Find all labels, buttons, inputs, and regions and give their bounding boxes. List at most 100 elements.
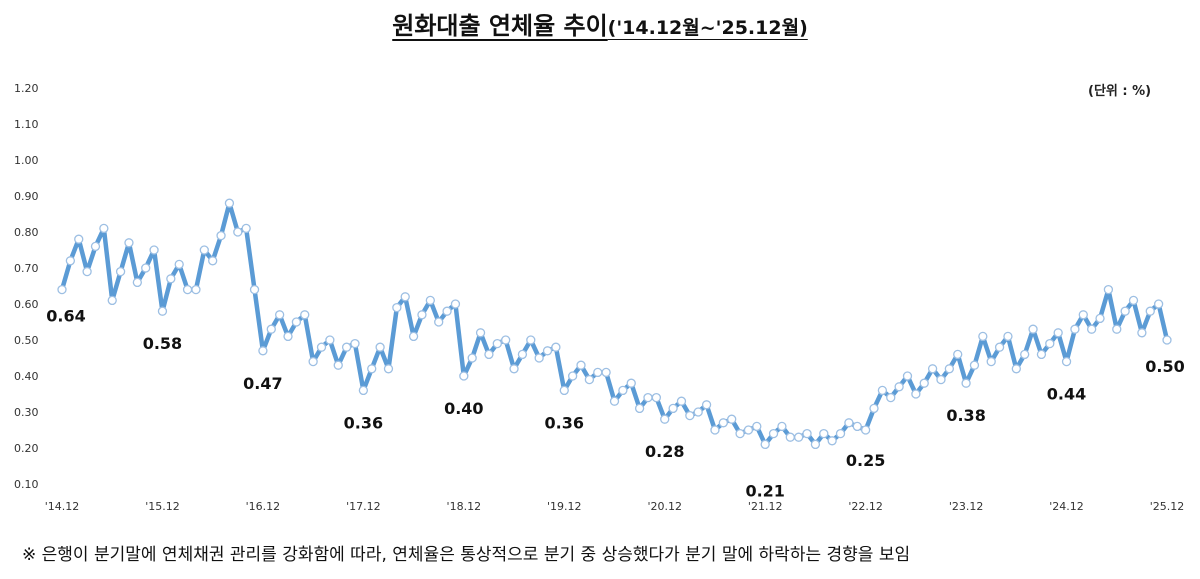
data-point — [383, 364, 394, 374]
data-point — [1020, 349, 1030, 360]
data-point — [911, 389, 921, 399]
data-point — [768, 428, 779, 439]
x-tick-label: '18.12 — [447, 500, 482, 513]
data-point — [74, 234, 84, 244]
data-point — [300, 310, 310, 320]
data-point — [701, 400, 712, 410]
data-point — [1103, 284, 1114, 295]
x-tick-label: '16.12 — [246, 500, 281, 513]
data-point — [509, 364, 519, 374]
data-point — [492, 338, 502, 349]
data-point — [1095, 313, 1105, 324]
y-tick-label: 1.00 — [14, 154, 39, 167]
data-point — [1128, 295, 1139, 306]
data-point — [961, 378, 971, 388]
data-label: 0.47 — [243, 374, 282, 393]
data-point — [308, 356, 318, 367]
data-point — [660, 414, 670, 424]
data-point — [1162, 335, 1172, 345]
data-point — [107, 295, 117, 306]
series-line — [59, 200, 1170, 447]
data-point — [877, 385, 888, 396]
data-point — [785, 432, 795, 442]
data-point — [559, 385, 569, 396]
data-point — [919, 378, 929, 388]
data-point — [132, 277, 142, 288]
y-tick-label: 0.90 — [14, 190, 39, 203]
data-point — [1120, 306, 1130, 316]
y-tick-label: 0.70 — [14, 262, 39, 275]
data-point — [283, 331, 293, 342]
data-point — [275, 310, 285, 320]
data-point — [517, 349, 528, 360]
x-tick-label: '22.12 — [848, 500, 883, 513]
data-point — [668, 403, 678, 414]
data-point — [191, 284, 201, 295]
data-point — [1153, 299, 1164, 309]
data-point — [936, 374, 946, 385]
data-point — [886, 392, 896, 403]
data-point — [542, 346, 553, 356]
data-point — [743, 425, 754, 435]
data-point — [408, 331, 419, 342]
data-point — [115, 266, 126, 277]
data-point — [710, 425, 720, 435]
data-point — [182, 284, 193, 295]
data-point — [434, 317, 444, 327]
data-point — [777, 421, 787, 432]
data-point — [651, 392, 662, 403]
data-point — [149, 245, 159, 255]
data-point — [216, 230, 226, 241]
data-point — [693, 407, 703, 417]
data-point — [727, 414, 737, 424]
data-point — [425, 295, 435, 306]
data-point — [1137, 328, 1147, 338]
data-point — [174, 259, 184, 270]
data-point — [902, 371, 913, 381]
data-point — [794, 432, 804, 442]
data-label: 0.40 — [444, 399, 483, 418]
data-point — [467, 353, 477, 363]
data-point — [333, 360, 343, 370]
data-point — [57, 284, 67, 295]
data-point — [567, 371, 578, 381]
data-label: 0.58 — [143, 334, 182, 353]
data-point — [944, 364, 954, 374]
data-point — [576, 360, 586, 370]
data-point — [1078, 310, 1088, 320]
data-point — [224, 198, 235, 208]
y-tick-label: 0.20 — [14, 442, 39, 455]
footnote: ※ 은행이 분기말에 연체채권 관리를 강화함에 따라, 연체율은 통상적으로 … — [22, 545, 911, 565]
data-point — [341, 342, 352, 352]
y-tick-label: 0.80 — [14, 226, 39, 239]
data-point — [869, 403, 879, 414]
data-point — [392, 302, 402, 313]
data-point — [1045, 338, 1055, 349]
data-point — [258, 346, 268, 356]
data-label: 0.64 — [46, 307, 85, 326]
data-point — [618, 385, 628, 396]
data-point — [927, 364, 938, 374]
data-point — [124, 238, 134, 248]
y-tick-label: 1.20 — [14, 82, 39, 95]
data-point — [475, 328, 486, 338]
data-point — [1061, 356, 1072, 367]
data-label: 0.36 — [545, 413, 584, 432]
data-label: 0.38 — [946, 406, 985, 425]
data-point — [241, 223, 251, 234]
data-point — [501, 335, 511, 345]
y-tick-label: 1.10 — [14, 118, 39, 131]
y-tick-label: 0.30 — [14, 406, 39, 419]
title-main: 원화대출 연체율 추이 — [392, 12, 608, 40]
data-point — [802, 428, 812, 439]
data-point — [350, 338, 360, 349]
data-point — [526, 335, 536, 345]
data-point — [1070, 324, 1080, 334]
x-tick-label: '23.12 — [949, 500, 984, 513]
data-point — [375, 342, 385, 352]
unit-label: (단위 : %) — [1088, 84, 1152, 99]
data-point — [166, 274, 176, 284]
data-point — [978, 331, 988, 342]
data-label: 0.25 — [846, 451, 885, 470]
